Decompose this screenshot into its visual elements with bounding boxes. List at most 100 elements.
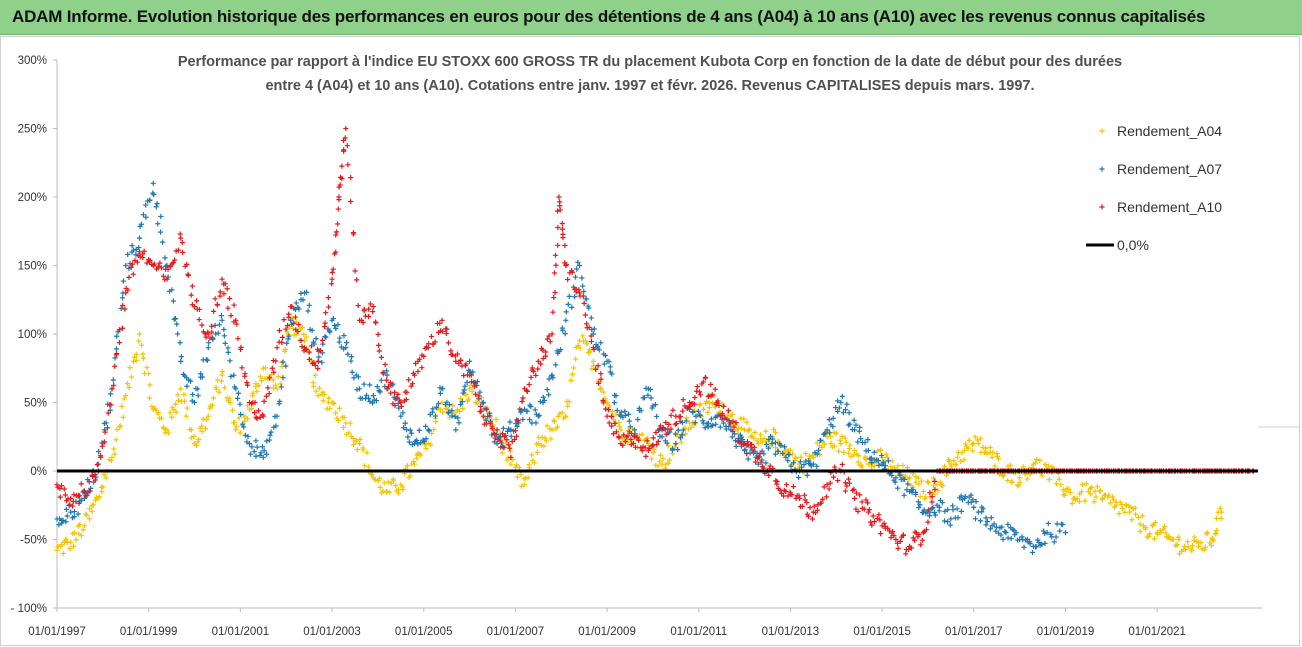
data-point — [572, 294, 578, 300]
data-point — [555, 413, 561, 420]
data-point — [520, 416, 526, 423]
data-point — [140, 251, 146, 257]
data-point — [1109, 494, 1116, 500]
data-point — [158, 265, 165, 271]
data-point — [752, 429, 758, 435]
data-point — [437, 390, 443, 396]
data-point — [299, 324, 305, 331]
data-point — [664, 440, 670, 446]
data-point — [865, 500, 871, 506]
data-point — [500, 431, 506, 437]
data-point — [319, 359, 325, 365]
x-tick-label: 01/01/2019 — [1037, 626, 1095, 638]
data-point — [811, 503, 817, 509]
data-point — [193, 442, 199, 449]
data-point — [343, 345, 349, 351]
data-point — [919, 537, 925, 543]
data-point — [133, 357, 139, 364]
data-point — [254, 388, 260, 394]
data-point — [551, 270, 558, 276]
data-point — [544, 423, 550, 429]
data-point — [1062, 492, 1068, 498]
data-point — [395, 391, 401, 397]
data-point — [245, 403, 251, 409]
data-point — [179, 239, 185, 246]
data-point — [257, 452, 263, 459]
data-point — [1176, 551, 1183, 557]
data-point — [228, 313, 234, 319]
data-point — [910, 486, 916, 493]
data-point — [706, 399, 712, 405]
data-point — [347, 420, 353, 426]
data-point — [134, 259, 140, 265]
data-point — [793, 455, 799, 461]
data-point — [670, 407, 676, 413]
data-point — [838, 399, 844, 406]
data-point — [125, 287, 131, 293]
data-point — [199, 423, 205, 429]
data-point — [525, 475, 531, 481]
data-point — [268, 429, 274, 435]
data-point — [647, 386, 654, 393]
data-point — [665, 460, 671, 466]
data-point — [665, 443, 672, 449]
data-point — [512, 428, 519, 434]
data-point — [643, 453, 649, 459]
data-point — [649, 456, 655, 462]
data-point — [975, 441, 981, 447]
data-point — [904, 487, 910, 493]
data-point — [114, 333, 120, 339]
data-point — [1036, 539, 1042, 546]
data-point — [282, 346, 288, 353]
data-point — [370, 393, 376, 399]
data-point — [835, 408, 841, 415]
data-point — [328, 281, 335, 287]
data-point — [551, 419, 558, 425]
data-point — [120, 302, 126, 309]
data-point — [109, 386, 115, 392]
data-point — [1066, 486, 1072, 492]
data-point — [748, 434, 754, 440]
data-point — [680, 408, 686, 414]
data-point — [291, 320, 297, 326]
data-point — [783, 488, 789, 495]
data-point — [99, 443, 105, 449]
data-point — [269, 365, 275, 371]
data-point — [165, 266, 171, 272]
data-point — [639, 431, 645, 437]
data-point — [586, 347, 593, 353]
data-point — [733, 420, 739, 426]
data-point — [886, 528, 893, 534]
data-point — [683, 418, 689, 424]
data-point — [632, 444, 639, 450]
data-point — [828, 440, 834, 447]
legend-marker — [1099, 128, 1105, 134]
data-point — [1089, 484, 1095, 490]
data-point — [821, 484, 827, 490]
data-point — [262, 365, 269, 371]
data-point — [820, 496, 826, 502]
data-point — [361, 381, 367, 387]
data-point — [855, 459, 861, 465]
data-point — [580, 293, 586, 299]
data-point — [719, 411, 725, 417]
data-point — [832, 464, 838, 470]
data-point — [140, 351, 146, 357]
data-point — [221, 291, 227, 297]
data-point — [1111, 497, 1117, 503]
data-point — [323, 310, 329, 316]
data-point — [71, 492, 77, 498]
data-point — [298, 337, 304, 343]
data-point — [797, 495, 803, 501]
data-point — [463, 361, 469, 367]
data-point — [654, 413, 660, 420]
data-point — [584, 341, 590, 347]
data-point — [304, 346, 310, 352]
data-point — [903, 551, 909, 557]
data-point — [329, 269, 335, 276]
data-point — [372, 477, 378, 483]
data-point — [1069, 500, 1075, 507]
data-point — [437, 406, 443, 412]
data-point — [458, 396, 464, 402]
data-point — [462, 383, 468, 389]
